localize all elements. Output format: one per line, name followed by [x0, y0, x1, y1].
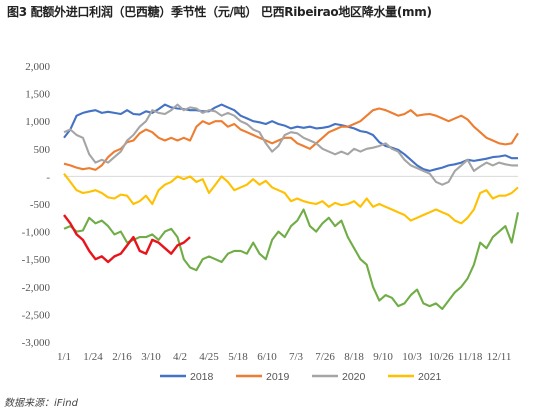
- x-tick-label: 4/25: [199, 351, 219, 363]
- legend-label-2019: 2019: [266, 371, 290, 383]
- x-tick-label: 9/10: [373, 351, 393, 363]
- legend-label-2018: 2018: [190, 371, 214, 383]
- legend: 2018 2019 2020 2021: [160, 371, 442, 383]
- x-tick-label: 10/26: [429, 351, 455, 363]
- legend-label-2020: 2020: [342, 371, 366, 383]
- series-layer: [63, 103, 520, 310]
- y-tick-label: -: [46, 171, 50, 183]
- y-axis: 2,000 1,500 1,000 500 - -500 -1,000 -1,500 -2,00…: [22, 61, 51, 349]
- series-line-2021: [63, 172, 519, 225]
- y-tick-label: -2,500: [22, 309, 51, 321]
- legend-label-2021: 2021: [418, 371, 442, 383]
- x-tick-label: 7/3: [289, 351, 304, 363]
- x-tick-label: 3/10: [141, 351, 161, 363]
- x-tick-label: 2/16: [112, 351, 132, 363]
- y-tick-label: 500: [34, 144, 51, 156]
- y-tick-label: -1,500: [22, 254, 51, 266]
- y-tick-label: -2,000: [22, 282, 51, 294]
- y-tick-label: 1,500: [25, 89, 50, 101]
- y-tick-label: -500: [30, 199, 51, 211]
- x-tick-label: 12/11: [487, 351, 512, 363]
- chart-title: 图3 配额外进口利润（巴西糖）季节性（元/吨） 巴西Ribeirao地区降水量(…: [7, 5, 432, 19]
- x-tick-label: 1/1: [57, 351, 71, 363]
- series-line-2018: [63, 103, 518, 172]
- series-line-unlabeled-5: [63, 214, 191, 264]
- x-tick-label: 10/3: [402, 351, 422, 363]
- series-line-2019: [63, 107, 519, 171]
- source-note: 数据来源：iFind: [4, 398, 78, 409]
- series-line-2020: [63, 103, 518, 186]
- x-tick-label: 7/26: [315, 351, 335, 363]
- x-axis: 1/1 1/24 2/16 3/10 4/2 4/25 5/18 6/10 7/3 7/26 8/1…: [57, 351, 511, 363]
- y-tick-label: 1,000: [25, 116, 50, 128]
- x-tick-label: 8/18: [344, 351, 364, 363]
- x-tick-label: 4/2: [173, 351, 187, 363]
- x-tick-label: 1/24: [83, 351, 103, 363]
- series-line-unlabeled-4: [63, 208, 520, 310]
- x-tick-label: 11/18: [458, 351, 483, 363]
- x-tick-label: 5/18: [228, 351, 248, 363]
- y-tick-label: -1,000: [22, 227, 51, 239]
- x-tick-label: 6/10: [257, 351, 277, 363]
- y-tick-label: -3,000: [22, 337, 51, 349]
- y-tick-label: 2,000: [25, 61, 50, 73]
